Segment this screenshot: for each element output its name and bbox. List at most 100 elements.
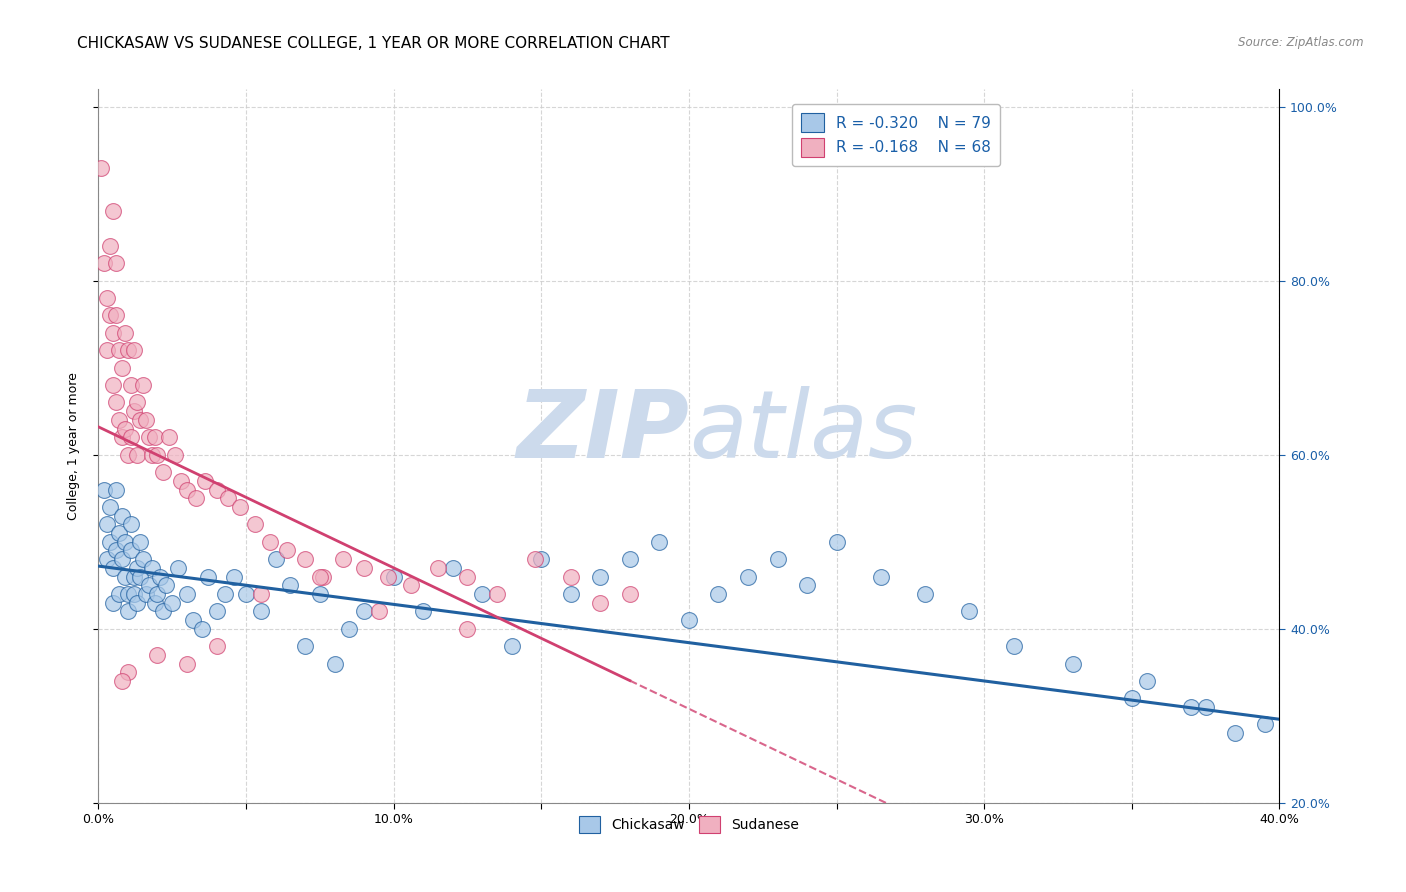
Point bbox=[176, 587, 198, 601]
Point bbox=[120, 543, 142, 558]
Point bbox=[98, 239, 121, 253]
Point bbox=[117, 604, 139, 618]
Point bbox=[108, 587, 131, 601]
Point bbox=[412, 604, 434, 618]
Point bbox=[294, 639, 316, 653]
Point bbox=[959, 604, 981, 618]
Point bbox=[98, 309, 121, 323]
Point bbox=[176, 657, 198, 671]
Point bbox=[105, 256, 128, 270]
Point bbox=[114, 421, 136, 435]
Point bbox=[205, 483, 228, 497]
Point bbox=[176, 483, 198, 497]
Point bbox=[214, 587, 236, 601]
Point bbox=[530, 552, 553, 566]
Point bbox=[152, 604, 174, 618]
Point bbox=[122, 343, 145, 358]
Point bbox=[162, 596, 183, 610]
Point bbox=[146, 648, 169, 662]
Point bbox=[117, 343, 139, 358]
Point bbox=[93, 483, 115, 497]
Point bbox=[114, 569, 136, 583]
Point bbox=[1254, 717, 1277, 731]
Point bbox=[259, 534, 281, 549]
Point bbox=[312, 569, 335, 583]
Point bbox=[1180, 700, 1202, 714]
Point bbox=[197, 569, 219, 583]
Point bbox=[457, 569, 479, 583]
Point bbox=[105, 309, 128, 323]
Point bbox=[1002, 639, 1025, 653]
Point bbox=[132, 378, 155, 392]
Point bbox=[427, 561, 450, 575]
Point bbox=[560, 569, 582, 583]
Point bbox=[125, 395, 148, 409]
Point bbox=[98, 500, 121, 514]
Point bbox=[120, 430, 142, 444]
Point bbox=[353, 604, 375, 618]
Point bbox=[471, 587, 494, 601]
Text: ZIP: ZIP bbox=[516, 385, 689, 478]
Text: CHICKASAW VS SUDANESE COLLEGE, 1 YEAR OR MORE CORRELATION CHART: CHICKASAW VS SUDANESE COLLEGE, 1 YEAR OR… bbox=[77, 36, 669, 51]
Point bbox=[143, 430, 166, 444]
Point bbox=[117, 448, 139, 462]
Point bbox=[146, 587, 169, 601]
Point bbox=[1136, 673, 1159, 688]
Point bbox=[229, 500, 252, 514]
Point bbox=[339, 622, 361, 636]
Point bbox=[441, 561, 464, 575]
Point bbox=[181, 613, 204, 627]
Point bbox=[117, 665, 139, 680]
Point bbox=[165, 448, 187, 462]
Point bbox=[401, 578, 423, 592]
Point bbox=[146, 448, 169, 462]
Point bbox=[294, 552, 316, 566]
Point bbox=[250, 604, 273, 618]
Point bbox=[560, 587, 582, 601]
Point bbox=[191, 622, 214, 636]
Point bbox=[111, 508, 134, 523]
Point bbox=[105, 483, 128, 497]
Point bbox=[122, 569, 145, 583]
Point bbox=[96, 517, 118, 532]
Point bbox=[276, 543, 298, 558]
Point bbox=[501, 639, 523, 653]
Point bbox=[589, 569, 612, 583]
Point bbox=[217, 491, 239, 506]
Point bbox=[707, 587, 730, 601]
Point bbox=[111, 430, 134, 444]
Point bbox=[96, 552, 118, 566]
Point bbox=[323, 657, 346, 671]
Legend: Chickasaw, Sudanese: Chickasaw, Sudanese bbox=[574, 811, 804, 838]
Point bbox=[108, 526, 131, 541]
Point bbox=[184, 491, 207, 506]
Point bbox=[152, 465, 174, 479]
Point bbox=[120, 378, 142, 392]
Point bbox=[128, 569, 150, 583]
Point bbox=[114, 326, 136, 340]
Point bbox=[250, 587, 273, 601]
Point bbox=[368, 604, 391, 618]
Point bbox=[235, 587, 257, 601]
Point bbox=[103, 204, 125, 219]
Point bbox=[125, 561, 148, 575]
Point bbox=[132, 552, 155, 566]
Point bbox=[167, 561, 190, 575]
Point bbox=[678, 613, 700, 627]
Point bbox=[96, 291, 118, 305]
Point bbox=[524, 552, 547, 566]
Point bbox=[103, 561, 125, 575]
Point bbox=[309, 587, 332, 601]
Point bbox=[103, 378, 125, 392]
Text: Source: ZipAtlas.com: Source: ZipAtlas.com bbox=[1239, 36, 1364, 49]
Point bbox=[870, 569, 893, 583]
Point bbox=[128, 413, 150, 427]
Point bbox=[170, 474, 193, 488]
Point bbox=[141, 561, 163, 575]
Point bbox=[143, 596, 166, 610]
Point bbox=[648, 534, 671, 549]
Point bbox=[96, 343, 118, 358]
Point bbox=[103, 326, 125, 340]
Point bbox=[90, 161, 112, 175]
Point bbox=[457, 622, 479, 636]
